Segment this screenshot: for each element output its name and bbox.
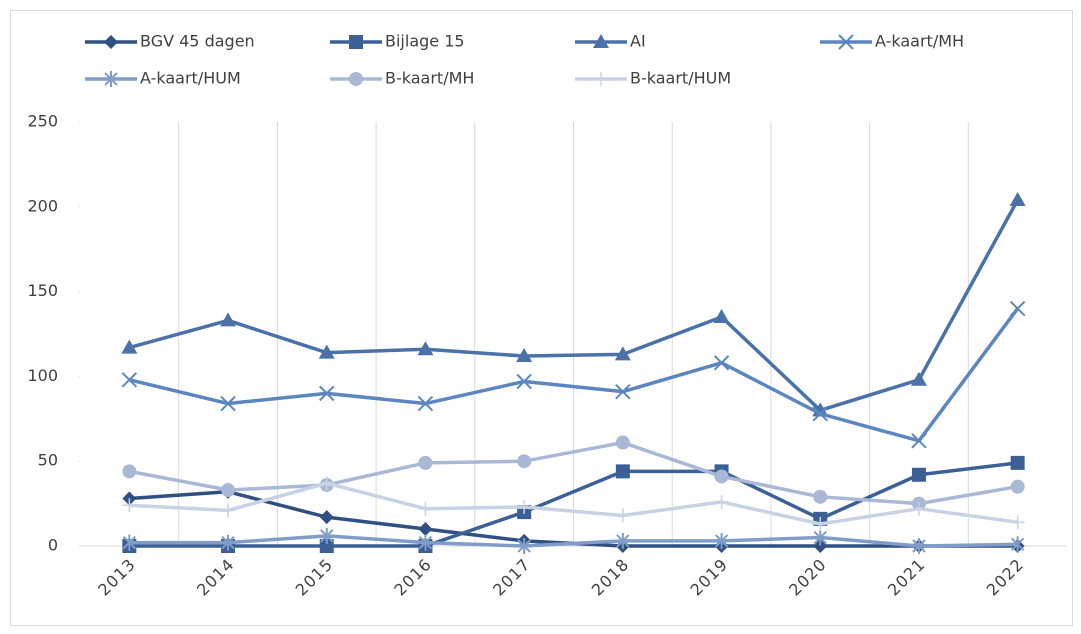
marker bbox=[813, 516, 828, 531]
marker bbox=[615, 435, 630, 450]
legend-label: A-kaart/HUM bbox=[140, 69, 241, 88]
marker bbox=[615, 508, 630, 523]
marker bbox=[220, 395, 236, 412]
legend-label: BGV 45 dagen bbox=[140, 32, 255, 51]
marker bbox=[1010, 479, 1025, 494]
marker bbox=[221, 483, 236, 498]
legend-marker bbox=[349, 72, 363, 86]
marker bbox=[616, 532, 630, 549]
marker bbox=[418, 534, 433, 551]
legend-label: AI bbox=[630, 32, 646, 51]
series-line bbox=[129, 461, 1018, 548]
marker bbox=[221, 534, 235, 551]
legend-label: B-kaart/MH bbox=[385, 69, 474, 88]
y-tick-label: 200 bbox=[27, 196, 58, 215]
legend-marker bbox=[104, 71, 118, 87]
marker bbox=[516, 348, 533, 363]
marker bbox=[1010, 455, 1025, 470]
marker bbox=[319, 476, 334, 491]
marker bbox=[121, 339, 138, 354]
marker bbox=[911, 501, 926, 516]
series-line bbox=[128, 199, 1020, 413]
marker bbox=[122, 464, 137, 479]
marker bbox=[418, 455, 433, 470]
series-line bbox=[129, 440, 1018, 506]
legend-marker bbox=[349, 35, 363, 49]
marker bbox=[417, 395, 434, 412]
y-tick-label: 0 bbox=[48, 536, 58, 555]
marker bbox=[713, 309, 730, 324]
marker bbox=[911, 467, 926, 482]
marker bbox=[714, 469, 729, 484]
y-tick-label: 100 bbox=[27, 366, 58, 385]
marker bbox=[813, 489, 828, 504]
marker bbox=[713, 355, 730, 371]
legend-marker bbox=[104, 35, 118, 49]
chart-frame bbox=[10, 10, 1073, 626]
marker bbox=[417, 341, 434, 356]
legend-label: A-kaart/MH bbox=[875, 32, 964, 51]
legend-label: Bijlage 15 bbox=[385, 32, 465, 51]
marker bbox=[1010, 536, 1025, 553]
marker bbox=[714, 532, 729, 549]
legend-marker bbox=[593, 34, 609, 48]
y-tick-label: 250 bbox=[27, 112, 58, 131]
marker bbox=[911, 433, 927, 449]
y-tick-label: 150 bbox=[27, 281, 58, 300]
marker bbox=[812, 406, 828, 422]
series bbox=[122, 476, 1025, 531]
legend-marker bbox=[594, 72, 608, 86]
legend-label: B-kaart/HUM bbox=[630, 69, 731, 88]
marker bbox=[319, 385, 335, 402]
marker bbox=[714, 494, 729, 509]
marker bbox=[813, 539, 828, 553]
marker bbox=[912, 538, 926, 554]
marker bbox=[318, 344, 335, 359]
series bbox=[121, 300, 1026, 449]
series-line bbox=[129, 534, 1018, 548]
marker bbox=[1010, 515, 1025, 530]
marker bbox=[121, 372, 138, 388]
marker bbox=[813, 529, 827, 546]
marker bbox=[910, 371, 927, 386]
marker bbox=[615, 464, 630, 479]
marker bbox=[122, 534, 137, 551]
series-line bbox=[128, 307, 1020, 443]
series-line bbox=[129, 481, 1018, 526]
marker bbox=[614, 346, 631, 361]
marker bbox=[517, 454, 532, 469]
marker bbox=[615, 383, 631, 400]
marker bbox=[319, 510, 334, 525]
legend-marker bbox=[838, 34, 854, 50]
marker bbox=[517, 499, 532, 514]
marker bbox=[122, 498, 137, 513]
marker bbox=[220, 312, 237, 327]
marker bbox=[320, 527, 334, 544]
marker bbox=[517, 538, 531, 554]
y-tick-label: 50 bbox=[38, 451, 58, 470]
marker bbox=[1009, 300, 1026, 317]
series bbox=[121, 192, 1026, 417]
marker bbox=[221, 503, 236, 518]
marker bbox=[319, 539, 334, 553]
marker bbox=[418, 501, 433, 516]
marker bbox=[1009, 192, 1026, 207]
marker bbox=[418, 522, 433, 537]
marker bbox=[516, 373, 532, 390]
series bbox=[122, 527, 1025, 554]
